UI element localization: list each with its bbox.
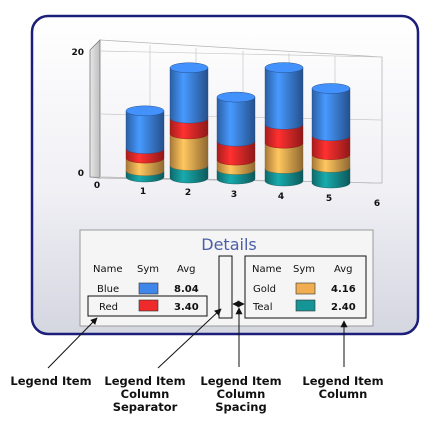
- legend-item-name: Red: [99, 302, 118, 313]
- bar-stack-1: [126, 106, 164, 182]
- x-tick-label: 1: [140, 187, 146, 197]
- bar-stack-5: [312, 84, 350, 189]
- legend-item-avg: 3.40: [174, 302, 199, 313]
- x-tick-label: 4: [278, 192, 284, 202]
- callout-legend-column-line2: Column: [319, 387, 368, 401]
- legend-header-avg: Avg: [334, 264, 353, 275]
- legend-item-avg: 8.04: [174, 284, 199, 295]
- legend-item-avg: 2.40: [331, 302, 356, 313]
- callout-legend-column-line1: Legend Item: [302, 374, 383, 388]
- bar-cap: [265, 63, 303, 73]
- bar-cap: [312, 84, 350, 94]
- y-tick-label: 20: [71, 48, 84, 58]
- legend-item-swatch: [139, 300, 158, 311]
- x-tick-label: 3: [231, 190, 237, 200]
- bar-cap: [170, 63, 208, 73]
- callout-column-separator-line2: Column: [121, 387, 170, 401]
- bar-cap: [126, 106, 164, 116]
- bar-segment-blue: [126, 111, 164, 154]
- legend-header-name: Name: [93, 264, 123, 275]
- legend-item-swatch: [139, 283, 158, 294]
- bar-segment-gold: [170, 134, 208, 171]
- x-tick-label: 5: [326, 194, 332, 204]
- legend-item-swatch: [296, 300, 315, 311]
- callout-column-spacing-line2: Column: [217, 387, 266, 401]
- bar-cap: [217, 92, 255, 102]
- bar-segment-blue: [170, 68, 208, 123]
- legend-header-name: Name: [252, 264, 282, 275]
- legend-item-avg: 4.16: [331, 284, 356, 295]
- legend: Details Name Sym Avg Name Sym Avg Blue 8…: [80, 230, 373, 326]
- bar-stack-3: [217, 92, 255, 184]
- bar-stack-4: [265, 63, 303, 186]
- legend-item-name: Teal: [252, 302, 272, 313]
- bar-segment-blue: [265, 68, 303, 130]
- legend-item-name: Blue: [97, 284, 119, 295]
- callout-column-spacing-line1: Legend Item: [200, 374, 281, 388]
- callout-legend-item: Legend Item: [10, 374, 91, 388]
- plot-left-wall: [90, 40, 100, 178]
- bar-segment-blue: [217, 97, 255, 146]
- legend-header-avg: Avg: [177, 264, 196, 275]
- legend-title: Details: [201, 235, 256, 254]
- x-tick-label: 0: [94, 181, 100, 191]
- y-tick-label: 0: [78, 169, 84, 179]
- legend-item-swatch: [296, 283, 315, 294]
- callout-column-separator-line3: Separator: [113, 400, 178, 414]
- callout-column-spacing-line3: Spacing: [215, 400, 266, 414]
- legend-header-sym: Sym: [293, 264, 315, 275]
- callout-column-separator-line1: Legend Item: [104, 374, 185, 388]
- bar-segment-blue: [312, 89, 350, 141]
- bar-stack-2: [170, 63, 208, 183]
- x-tick-label: 6: [374, 199, 380, 209]
- x-tick-label: 2: [185, 188, 191, 198]
- legend-item-name: Gold: [253, 284, 276, 295]
- legend-header-sym: Sym: [137, 264, 159, 275]
